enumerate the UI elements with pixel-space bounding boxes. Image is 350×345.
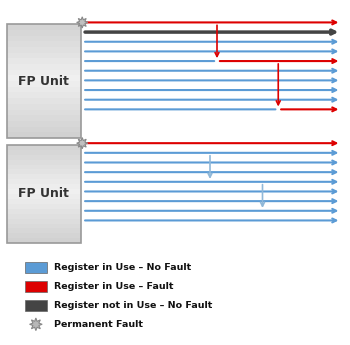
Bar bbox=[7, 194, 80, 199]
Bar bbox=[7, 150, 80, 155]
Bar bbox=[7, 184, 80, 189]
Bar bbox=[7, 204, 80, 209]
Bar bbox=[7, 169, 80, 175]
Text: FP Unit: FP Unit bbox=[18, 187, 69, 200]
Bar bbox=[7, 145, 80, 150]
Bar bbox=[7, 132, 80, 138]
Bar bbox=[7, 110, 80, 115]
Bar bbox=[7, 47, 80, 52]
Bar bbox=[7, 104, 80, 110]
Text: FP Unit: FP Unit bbox=[18, 75, 69, 88]
Bar bbox=[7, 36, 80, 41]
Bar bbox=[7, 199, 80, 204]
Bar bbox=[7, 58, 80, 64]
Text: Register not in Use – No Fault: Register not in Use – No Fault bbox=[54, 301, 213, 310]
Bar bbox=[7, 224, 80, 228]
Bar bbox=[7, 115, 80, 121]
Text: Permanent Fault: Permanent Fault bbox=[54, 320, 143, 329]
Bar bbox=[7, 165, 80, 169]
Bar bbox=[7, 234, 80, 238]
Bar bbox=[7, 155, 80, 160]
Bar bbox=[7, 145, 80, 243]
Bar bbox=[7, 189, 80, 194]
Bar bbox=[25, 281, 47, 292]
Bar bbox=[7, 30, 80, 36]
Bar bbox=[7, 238, 80, 243]
Bar bbox=[25, 300, 47, 311]
Bar bbox=[7, 24, 80, 138]
Bar bbox=[7, 64, 80, 70]
Polygon shape bbox=[77, 17, 88, 28]
Bar bbox=[7, 175, 80, 179]
Bar bbox=[7, 160, 80, 165]
Bar bbox=[7, 92, 80, 98]
Bar bbox=[7, 24, 80, 30]
Bar bbox=[7, 209, 80, 214]
Bar bbox=[7, 75, 80, 81]
Bar bbox=[7, 70, 80, 75]
Bar bbox=[7, 127, 80, 132]
Polygon shape bbox=[77, 138, 88, 149]
Bar bbox=[7, 52, 80, 58]
Text: Register in Use – No Fault: Register in Use – No Fault bbox=[54, 263, 191, 272]
Bar bbox=[7, 121, 80, 127]
Bar bbox=[7, 98, 80, 104]
Bar bbox=[7, 87, 80, 92]
Text: Register in Use – Fault: Register in Use – Fault bbox=[54, 282, 174, 291]
Bar bbox=[7, 179, 80, 184]
Bar bbox=[7, 81, 80, 87]
Bar bbox=[7, 214, 80, 219]
Bar bbox=[7, 219, 80, 224]
Bar bbox=[7, 41, 80, 47]
Polygon shape bbox=[29, 318, 42, 331]
Bar bbox=[7, 228, 80, 233]
Bar bbox=[25, 262, 47, 273]
